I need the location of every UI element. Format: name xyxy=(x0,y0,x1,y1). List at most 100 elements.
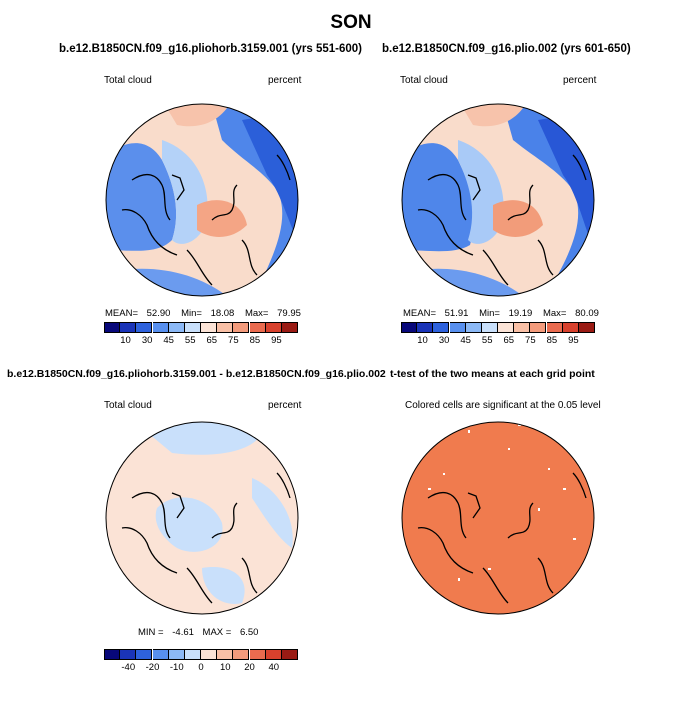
colorbar-swatch xyxy=(120,649,137,660)
panel-br-coastlines xyxy=(417,472,587,604)
colorbar-tick-label: 30 xyxy=(438,335,450,346)
colorbar-swatch xyxy=(120,322,137,333)
colorbar-tick-label: 0 xyxy=(198,662,204,673)
colorbar-swatch xyxy=(233,649,250,660)
panel-tl-units-label: percent xyxy=(268,75,302,86)
colorbar-swatch xyxy=(249,649,266,660)
colorbar-swatch xyxy=(265,322,282,333)
colorbar-tick-label: 30 xyxy=(141,335,153,346)
panel-tr-max-label: Max= xyxy=(542,308,567,319)
panel-tl-min-label: Min= xyxy=(181,308,202,319)
colorbar-tick-label: 10 xyxy=(120,335,131,346)
panel-br-significance-fill xyxy=(402,422,594,614)
colorbar-swatch xyxy=(104,322,121,333)
panel-tr-mean-label: MEAN= xyxy=(403,308,436,319)
colorbar-tick-label: -40 xyxy=(121,662,136,673)
colorbar-swatch xyxy=(168,322,185,333)
colorbar-swatch xyxy=(433,322,450,333)
colorbar-tick-label: 45 xyxy=(163,335,174,346)
colorbar-swatch xyxy=(449,322,466,333)
panel-tl-cloud-orange-center xyxy=(197,200,247,237)
panel-tl-title: b.e12.B1850CN.f09_g16.pliohorb.3159.001 … xyxy=(59,43,362,55)
colorbar-tick-label: 55 xyxy=(184,335,196,346)
colorbar-swatch xyxy=(249,322,266,333)
panel-tr-variable-label: Total cloud xyxy=(400,75,448,86)
colorbar-tick-label: 20 xyxy=(244,662,255,673)
panel-tr-max-value: 80.09 xyxy=(575,308,599,319)
panel-bl-min-value: -4.61 xyxy=(172,627,194,638)
panel-bl-max-value: 6.50 xyxy=(239,627,259,638)
panel-tr-coastlines xyxy=(417,154,587,286)
colorbar-swatch xyxy=(481,322,498,333)
panel-bl-coastlines xyxy=(121,472,291,604)
colorbar-swatch xyxy=(184,649,201,660)
panel-tr-stats: MEAN= 51.91 Min= 19.19 Max= 80.09 xyxy=(403,308,599,319)
colorbar-swatch xyxy=(514,322,531,333)
panel-tl-coastlines xyxy=(121,154,291,286)
panel-tr-colorbar: 10 30 45 55 65 75 85 95 xyxy=(401,322,595,346)
colorbar-tick-label: 45 xyxy=(460,335,471,346)
panel-bl-units-label: percent xyxy=(268,400,302,411)
colorbar-swatch xyxy=(217,649,234,660)
panel-tl-stats: MEAN= 52.90 Min= 18.08 Max= 79.95 xyxy=(105,308,301,319)
panel-tr-title: b.e12.B1850CN.f09_g16.plio.002 (yrs 601-… xyxy=(382,43,631,55)
colorbar-swatch xyxy=(417,322,434,333)
panel-tr-units-label: percent xyxy=(563,75,597,86)
panel-bl-diff-lightblue-south xyxy=(202,567,245,604)
panel-bl-title: b.e12.B1850CN.f09_g16.pliohorb.3159.001 … xyxy=(7,368,386,380)
colorbar-swatch xyxy=(233,322,250,333)
panel-tl-mean-label: MEAN= xyxy=(105,308,138,319)
panel-br-nonsignificant-cells xyxy=(428,424,576,581)
colorbar-tick-label: 55 xyxy=(481,335,493,346)
panel-tr-polar-map xyxy=(401,103,595,297)
panel-br-subtitle: Colored cells are significant at the 0.0… xyxy=(405,400,601,411)
colorbar-swatch xyxy=(401,322,418,333)
panel-tr-cloud-orange-center xyxy=(493,200,543,237)
panel-bl-diff-lightblue-north xyxy=(142,422,262,455)
panel-bl-diff-lightblue-center xyxy=(155,497,223,552)
colorbar-tick-label: 85 xyxy=(546,335,558,346)
colorbar-tick-label: 10 xyxy=(219,662,231,673)
panel-tr-min-label: Min= xyxy=(479,308,500,319)
colorbar-tick-label: 65 xyxy=(206,335,218,346)
panel-bl-polar-map xyxy=(105,421,299,615)
figure-title: SON xyxy=(330,12,372,33)
panel-tr-cloud-lightblue xyxy=(458,140,504,244)
panel-br-title: t-test of the two means at each grid poi… xyxy=(390,368,595,380)
colorbar-tick-label: -10 xyxy=(169,662,184,673)
colorbar-swatch xyxy=(465,322,482,333)
panel-tr-mean-value: 51.91 xyxy=(444,308,469,319)
panel-bl-colorbar: -40 -20 -10 0 10 20 40 xyxy=(104,649,298,673)
colorbar-tick-label: 40 xyxy=(268,662,280,673)
colorbar-swatch xyxy=(546,322,563,333)
colorbar-swatch xyxy=(168,649,185,660)
colorbar-tick-label: 95 xyxy=(568,335,579,346)
colorbar-tick-label: 75 xyxy=(525,335,536,346)
colorbar-swatch xyxy=(265,649,282,660)
colorbar-swatch xyxy=(201,322,218,333)
panel-tl-variable-label: Total cloud xyxy=(104,75,152,86)
colorbar-swatch xyxy=(217,322,234,333)
colorbar-tick-label: -20 xyxy=(145,662,160,673)
colorbar-tick-label: 95 xyxy=(271,335,282,346)
panel-tl-min-value: 18.08 xyxy=(210,308,235,319)
colorbar-swatch xyxy=(530,322,547,333)
panel-bl-diff-lightblue-east xyxy=(252,478,293,548)
colorbar-swatch xyxy=(281,649,298,660)
colorbar-swatch xyxy=(184,322,201,333)
panel-tl-colorbar: 10 30 45 55 65 75 85 95 xyxy=(104,322,298,346)
colorbar-swatch xyxy=(152,649,169,660)
panel-bl-stats: MIN = -4.61 MAX = 6.50 xyxy=(138,627,258,638)
colorbar-swatch xyxy=(498,322,515,333)
colorbar-tick-label: 10 xyxy=(417,335,428,346)
colorbar-tick-label: 75 xyxy=(228,335,239,346)
panel-bl-max-label: MAX = xyxy=(202,627,232,638)
colorbar-swatch xyxy=(201,649,218,660)
colorbar-swatch xyxy=(578,322,595,333)
colorbar-swatch xyxy=(152,322,169,333)
panel-tl-max-value: 79.95 xyxy=(277,308,301,319)
colorbar-swatch xyxy=(562,322,579,333)
panel-bl-min-label: MIN = xyxy=(138,627,164,638)
panel-tl-cloud-lightblue xyxy=(162,140,208,244)
panel-bl-variable-label: Total cloud xyxy=(104,400,152,411)
